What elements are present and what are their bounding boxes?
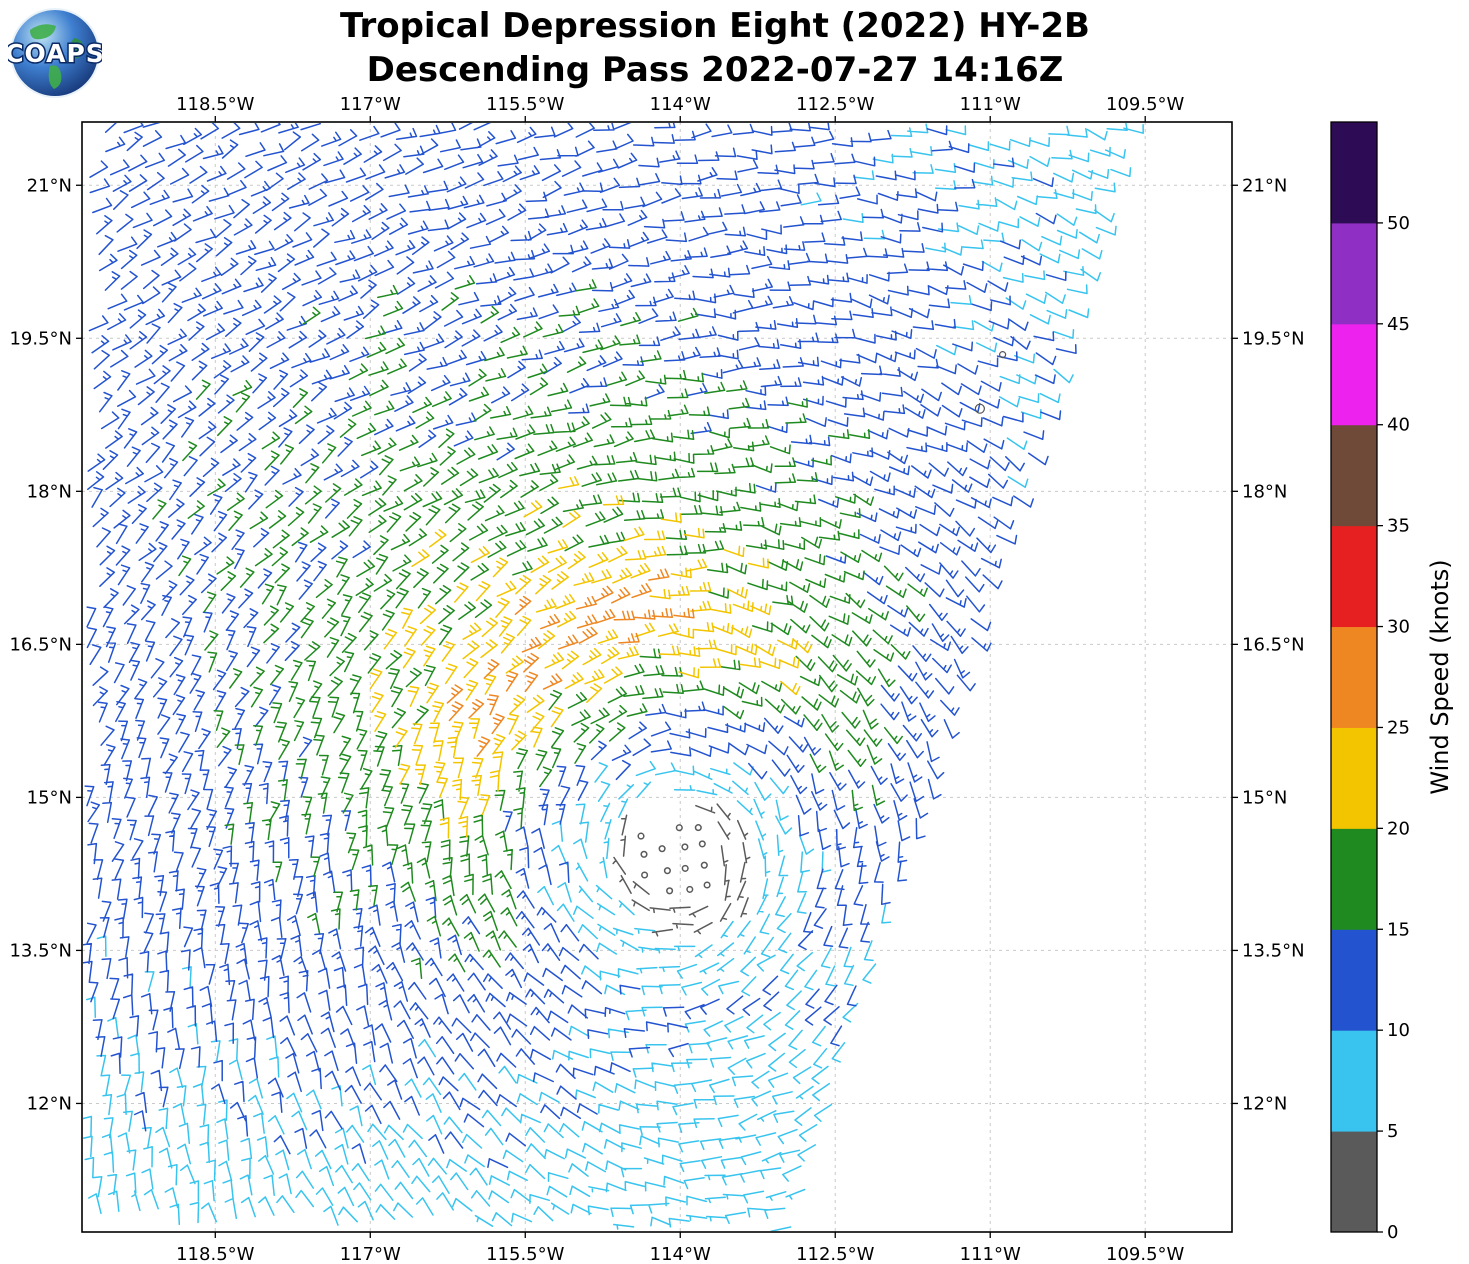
colorbar-tick-label: 20 [1387,818,1410,839]
coaps-logo-text: COAPS [8,39,102,68]
lon-tick-label-bottom: 109.5°W [1106,1244,1185,1264]
lon-tick-label-top: 109.5°W [1106,94,1185,115]
colorbar-tick-label: 35 [1387,516,1410,537]
chart-title-block: Tropical Depression Eight (2022) HY-2B D… [90,4,1340,92]
lat-tick-label-right: 19.5°N [1242,328,1305,349]
colorbar-tick-label: 50 [1387,213,1410,234]
lon-tick-label-top: 117°W [340,94,401,115]
lat-tick-label-left: 15°N [27,787,72,808]
colorbar-tick-label: 5 [1387,1121,1398,1142]
lon-tick-label-top: 112.5°W [796,94,875,115]
lat-tick-label-left: 12°N [27,1093,72,1114]
chart-title: Tropical Depression Eight (2022) HY-2B [340,6,1090,46]
lon-tick-label-top: 115.5°W [486,94,565,115]
lon-tick-label-top: 111°W [960,94,1021,115]
island-contours [974,351,1007,414]
colorbar-tick-label: 0 [1387,1222,1398,1243]
axes: 118.5°W 118.5°W 117°W 117°W 115.5°W 115.5°W 11… [9,94,1304,1264]
lat-tick-label-right: 18°N [1242,481,1287,502]
lat-tick-label-left: 16.5°N [9,634,72,655]
chart-subtitle: Descending Pass 2022-07-27 14:16Z [366,50,1064,90]
lat-tick-label-left: 18°N [27,481,72,502]
continent-shape [48,65,62,89]
lat-tick-label-right: 12°N [1242,1093,1287,1114]
lon-tick-label-bottom: 115.5°W [486,1244,565,1264]
colorbar-tick-label: 25 [1387,717,1410,738]
lon-tick-label-bottom: 112.5°W [796,1244,875,1264]
colorbar-label: Wind Speed (knots) [1426,559,1454,795]
continent-shape [69,38,84,59]
colorbar-tick-label: 15 [1387,919,1410,940]
lat-tick-label-left: 21°N [27,175,72,196]
wind-barbs [83,123,1144,1231]
lat-tick-label-left: 13.5°N [9,940,72,961]
lon-tick-label-top: 114°W [650,94,711,115]
lon-tick-label-bottom: 111°W [960,1244,1021,1264]
colorbar: 0 5 10 15 20 25 30 35 40 45 50 [1330,121,1410,1243]
colorbar-tick-label: 40 [1387,415,1410,436]
lon-tick-label-top: 118.5°W [176,94,255,115]
lat-tick-label-right: 16.5°N [1242,634,1305,655]
lat-tick-label-left: 19.5°N [9,328,72,349]
lat-tick-label-right: 21°N [1242,175,1287,196]
lon-tick-label-bottom: 114°W [650,1244,711,1264]
lat-tick-label-right: 15°N [1242,787,1287,808]
lon-tick-label-bottom: 117°W [340,1244,401,1264]
lat-tick-label-right: 13.5°N [1242,940,1305,961]
continent-shape [30,24,56,40]
colorbar-tick-label: 45 [1387,314,1410,335]
coaps-logo: COAPS [8,8,102,98]
lon-tick-label-bottom: 118.5°W [176,1244,255,1264]
colorbar-tick-label: 30 [1387,617,1410,638]
colorbar-tick-label: 10 [1387,1020,1410,1041]
